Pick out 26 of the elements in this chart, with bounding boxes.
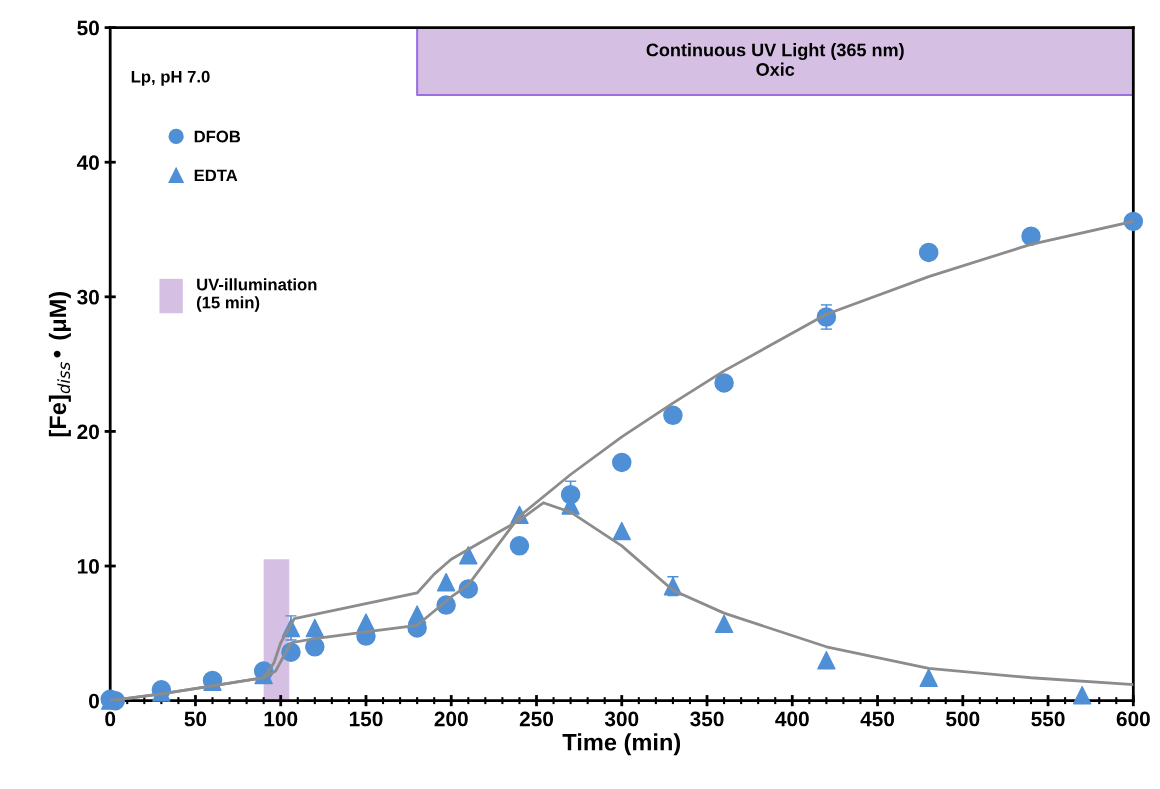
legend-label: DFOB	[194, 130, 241, 143]
y-tick-label: 30	[77, 289, 99, 305]
legend-label: EDTA	[194, 169, 238, 182]
x-tick-label: 300	[604, 711, 639, 727]
legend-label: UV-illumination (15 min)	[196, 278, 317, 312]
x-tick-label: 600	[1116, 711, 1150, 727]
x-tick-label: 450	[860, 711, 895, 727]
y-tick-label: 50	[77, 20, 99, 36]
x-tick-label: 350	[690, 711, 724, 727]
y-axis-title: [Fe]$_{diss}$• (μM)	[48, 291, 71, 437]
y-tick-label: 40	[76, 155, 99, 170]
y-tick-label: 10	[77, 559, 99, 574]
x-tick-label: 100	[264, 711, 298, 727]
y-tick-label: 20	[77, 424, 99, 440]
x-tick-label: 550	[1031, 711, 1065, 727]
x-tick-label: 400	[775, 711, 809, 727]
x-tick-label: 0	[105, 711, 116, 727]
annotation: Lp, pH 7.0	[131, 70, 210, 86]
x-tick-label: 150	[349, 711, 383, 727]
x-axis-title: Time (min)	[562, 733, 681, 756]
x-tick-label: 500	[946, 711, 980, 727]
x-tick-label: 200	[434, 711, 468, 727]
x-tick-label: 250	[519, 711, 554, 727]
x-tick-label: 50	[184, 711, 207, 727]
band-label: Continuous UV Light (365 nm) Oxic	[646, 43, 904, 76]
y-tick-label: 0	[89, 693, 99, 709]
